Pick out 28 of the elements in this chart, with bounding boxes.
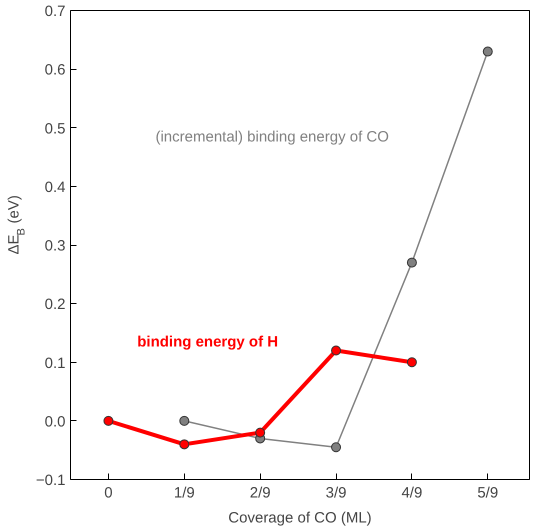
text: binding energy of H: [137, 334, 278, 351]
y-tick-label: 0.2: [44, 296, 66, 314]
point: [482, 46, 493, 57]
y-tick-label: 0.7: [44, 3, 66, 20]
x-tick-label: 0: [104, 484, 113, 502]
point: [406, 357, 417, 368]
y-tick-label: −0.1: [36, 472, 66, 489]
y-tick-label: 0.1: [44, 354, 66, 372]
point: [406, 258, 417, 268]
y-axis-title: ΔEB (eV): [6, 195, 28, 254]
y-tick-label: 0.3: [44, 238, 66, 254]
y-tick-label: 0.4: [44, 178, 66, 196]
y-tick-label: 0.5: [44, 120, 66, 138]
point: [331, 442, 342, 452]
point: [179, 416, 190, 426]
x-tick-label: 2/9: [250, 484, 271, 502]
x-axis-title: Coverage of CO (ML): [228, 510, 372, 526]
point: [331, 346, 342, 356]
x-tick-label: 3/9: [326, 484, 346, 502]
x-tick-label: 4/9: [401, 484, 422, 502]
point: [103, 416, 114, 426]
point: [255, 428, 266, 438]
text: (incremental) binding energy of CO: [155, 128, 389, 146]
y-tick-label: 0.0: [44, 413, 66, 430]
y-tick-label: 0.6: [44, 62, 66, 79]
x-tick-label: 1/9: [174, 484, 195, 502]
x-tick-label: 5/9: [477, 484, 498, 502]
point: [179, 439, 190, 450]
